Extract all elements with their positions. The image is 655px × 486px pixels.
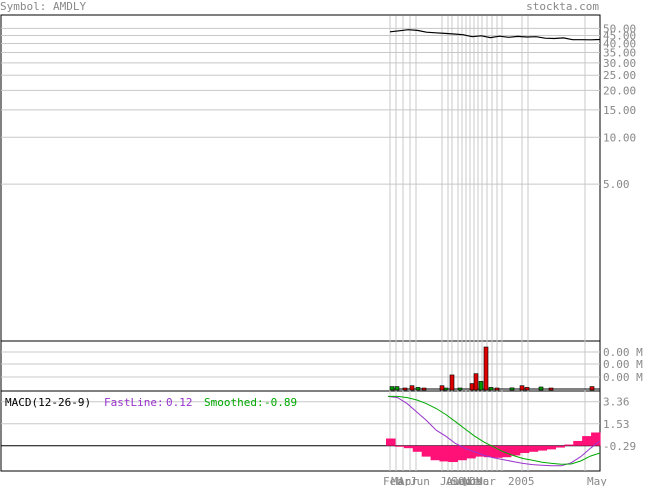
volume-bar [394, 386, 400, 391]
macd-histogram-bar [457, 445, 467, 461]
volume-bar [389, 386, 395, 391]
macd-fast-value: 0.12 [166, 396, 193, 409]
macd-histogram-bar [555, 445, 565, 448]
price-tick-label: 25.00 [603, 69, 636, 82]
volume-panel-frame [0, 340, 601, 392]
macd-histogram-bar [573, 440, 583, 446]
volume-tick-label: 0.00 M [603, 371, 643, 384]
macd-histogram-bar [475, 445, 485, 457]
macd-histogram-bar [466, 445, 476, 459]
volume-bar [509, 387, 515, 391]
macd-histogram-bar [448, 445, 458, 463]
volume-bar [409, 385, 415, 391]
volume-tick-label: 0.00 M [603, 346, 643, 359]
price-tick-label: 45.00 [603, 29, 636, 42]
x-axis-label: Oct [458, 475, 478, 486]
volume-bar [494, 387, 500, 391]
macd-histogram-bar [430, 445, 441, 461]
macd-histogram-bar [582, 436, 592, 446]
price-tick-label: 50.00 [603, 22, 636, 35]
macd-smooth-value: -0.89 [264, 396, 297, 409]
x-axis-label: Nov [463, 475, 483, 486]
volume-bar [538, 386, 544, 391]
volume-bar [478, 381, 484, 391]
price-tick-label: 35.00 [603, 46, 636, 59]
macd-tick-label: -0.29 [603, 440, 636, 453]
price-tick-label: 5.00 [603, 178, 630, 191]
x-axis-label: Dec [469, 475, 489, 486]
macd-histogram-bar [484, 445, 494, 458]
volume-bar [449, 374, 455, 391]
macd-histogram-bar [501, 445, 512, 458]
macd-title: MACD(12-26-9) [5, 396, 91, 409]
macd-fastline [387, 395, 601, 467]
price-series-line [389, 29, 601, 41]
volume-bar [488, 387, 494, 391]
x-axis-label: Jun [410, 475, 430, 486]
volume-bar [469, 383, 475, 391]
volume-bar [519, 385, 525, 391]
volume-bar [421, 387, 427, 391]
price-tick-label: 20.00 [603, 84, 636, 97]
macd-histogram-bar [510, 445, 521, 456]
price-panel-frame [0, 14, 601, 342]
macd-histogram-bar [403, 445, 414, 449]
macd-smooth-label: Smoothed: [204, 396, 264, 409]
x-axis-label: Jul [440, 475, 460, 486]
macd-histogram-bar [386, 438, 396, 446]
volume-tick-label: 0.00 M [603, 358, 643, 371]
price-tick-label: 30.00 [603, 57, 636, 70]
x-axis-label: Sep [451, 475, 471, 486]
macd-histogram-bar [439, 445, 450, 462]
price-tick-label: 15.00 [603, 104, 636, 117]
macd-histogram-bar [519, 445, 530, 453]
volume-bar [457, 387, 463, 391]
x-axis-label: Mar [476, 475, 496, 486]
x-axis-label: Mar [391, 475, 411, 486]
symbol-label: Symbol: AMDLY [0, 0, 87, 13]
macd-histogram-bar [591, 432, 601, 446]
volume-bar [483, 346, 489, 391]
volume-bar [402, 387, 408, 391]
macd-panel-frame [0, 390, 601, 472]
macd-histogram-bar [564, 444, 574, 446]
macd-histogram-bar [394, 445, 405, 447]
macd-histogram-bar [412, 445, 423, 452]
price-tick-label: 10.00 [603, 131, 636, 144]
site-label[interactable]: stockta.com [526, 0, 599, 13]
x-axis-label: Apr [398, 475, 418, 486]
macd-histogram-bar [537, 445, 548, 451]
volume-bar [473, 373, 479, 391]
volume-bar [415, 387, 421, 391]
volume-bar [548, 387, 554, 391]
volume-bar [443, 387, 449, 391]
volume-bar [524, 387, 530, 391]
macd-histogram-bar [528, 445, 539, 452]
macd-histogram-bar [546, 445, 557, 450]
macd-tick-label: 3.36 [603, 396, 630, 409]
x-axis-label: Aug [446, 475, 466, 486]
macd-histogram-bar [421, 445, 432, 457]
macd-histogram-bar [493, 445, 503, 458]
x-axis-label: May [587, 475, 607, 486]
volume-bar [589, 386, 595, 391]
x-axis-label: Feb [383, 475, 403, 486]
macd-fast-label: FastLine: [104, 396, 164, 409]
price-tick-label: 40.00 [603, 37, 636, 50]
volume-bar [439, 385, 445, 391]
macd-tick-label: 1.53 [603, 418, 630, 431]
macd-smoothed-line [388, 395, 601, 465]
x-axis-label: 2005 [508, 475, 535, 486]
